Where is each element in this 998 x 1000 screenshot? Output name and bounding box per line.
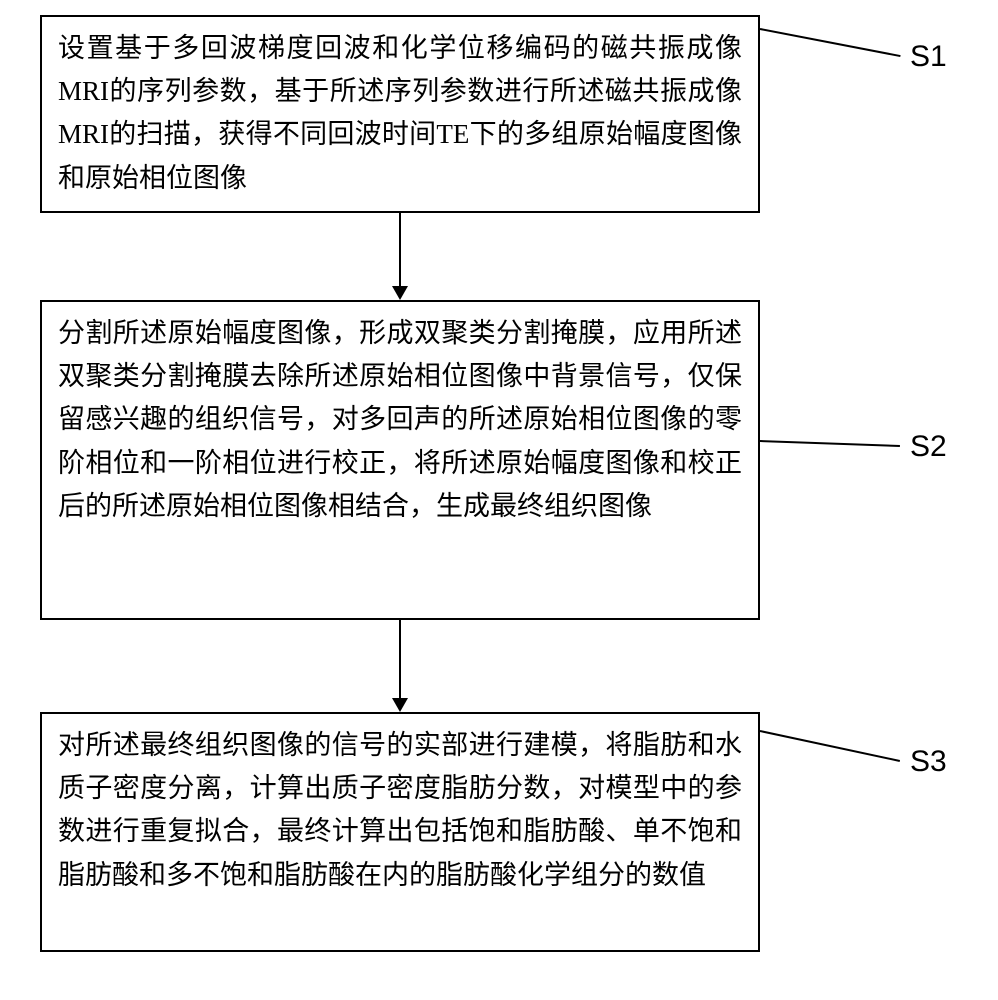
label-s1: S1 — [910, 40, 947, 74]
flowchart-box-s3: 对所述最终组织图像的信号的实部进行建模，将脂肪和水质子密度分离，计算出质子密度脂… — [40, 712, 760, 952]
box-s2-text: 分割所述原始幅度图像，形成双聚类分割掩膜，应用所述双聚类分割掩膜去除所述原始相位… — [58, 312, 742, 528]
flowchart-box-s2: 分割所述原始幅度图像，形成双聚类分割掩膜，应用所述双聚类分割掩膜去除所述原始相位… — [40, 300, 760, 620]
box-s3-text: 对所述最终组织图像的信号的实部进行建模，将脂肪和水质子密度分离，计算出质子密度脂… — [58, 724, 742, 897]
flowchart-container: 设置基于多回波梯度回波和化学位移编码的磁共振成像MRI的序列参数，基于所述序列参… — [0, 0, 998, 1000]
label-s3: S3 — [910, 745, 947, 779]
box-s1-text: 设置基于多回波梯度回波和化学位移编码的磁共振成像MRI的序列参数，基于所述序列参… — [58, 27, 742, 200]
flowchart-box-s1: 设置基于多回波梯度回波和化学位移编码的磁共振成像MRI的序列参数，基于所述序列参… — [40, 15, 760, 213]
label-s2: S2 — [910, 430, 947, 464]
